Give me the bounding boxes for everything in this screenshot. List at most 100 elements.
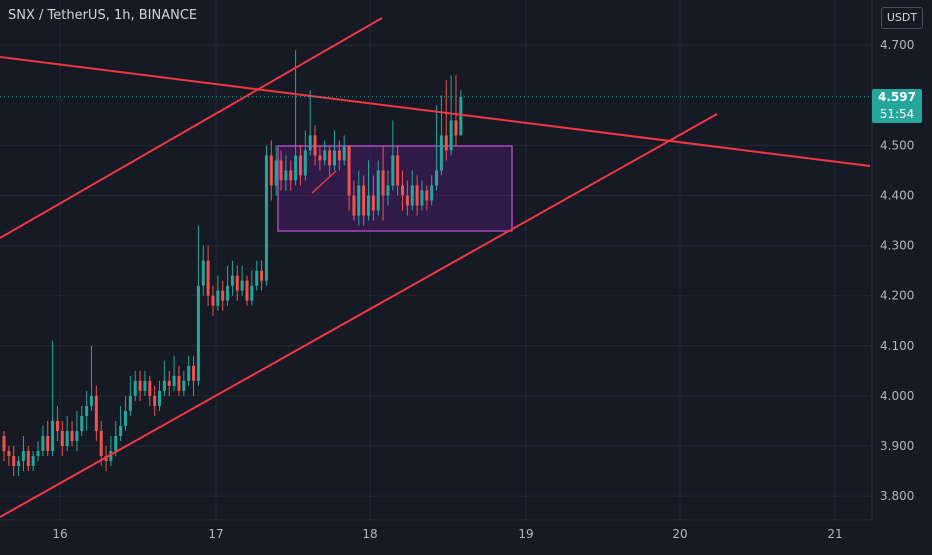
candle-body bbox=[415, 185, 419, 206]
price-tick-label: 4.300 bbox=[880, 239, 914, 253]
price-tick-label: 4.400 bbox=[880, 189, 914, 203]
current-price-tag: 4.597 51:54 bbox=[872, 89, 922, 123]
consolidation-box bbox=[277, 145, 513, 232]
candle-body bbox=[308, 135, 312, 151]
candle-body bbox=[352, 195, 356, 216]
candle-body bbox=[255, 270, 259, 286]
candle-body bbox=[347, 145, 351, 196]
candle-body bbox=[313, 135, 317, 156]
candle-body bbox=[75, 430, 79, 441]
candle-body bbox=[99, 430, 103, 457]
candle-body bbox=[449, 120, 453, 151]
candle-body bbox=[55, 420, 59, 431]
candle-body bbox=[420, 190, 424, 206]
time-tick-label: 19 bbox=[518, 527, 533, 541]
candle-body bbox=[85, 405, 89, 416]
candle-body bbox=[245, 280, 249, 301]
candle-body bbox=[235, 275, 239, 291]
candle-body bbox=[2, 435, 6, 452]
candle-body bbox=[337, 150, 341, 161]
candle-body bbox=[357, 185, 361, 216]
candle-body bbox=[177, 375, 181, 391]
candle-body bbox=[196, 285, 200, 381]
candle-body bbox=[36, 451, 40, 457]
candle-body bbox=[284, 170, 288, 181]
candle-body bbox=[182, 380, 186, 391]
candle-body bbox=[201, 260, 205, 286]
candle-body bbox=[260, 270, 264, 281]
symbol-title: SNX / TetherUS, 1h, BINANCE bbox=[8, 8, 198, 23]
candle-body bbox=[128, 395, 132, 411]
time-tick-label: 21 bbox=[827, 527, 842, 541]
candle-body bbox=[80, 415, 84, 431]
candle-body bbox=[230, 275, 234, 286]
candle-body bbox=[46, 435, 50, 452]
candle-body bbox=[109, 451, 113, 462]
candle-body bbox=[26, 451, 30, 467]
resistance-line bbox=[0, 56, 871, 167]
candle-body bbox=[328, 150, 332, 166]
candle-body bbox=[401, 185, 405, 196]
candle-body bbox=[31, 456, 35, 467]
candle-body bbox=[323, 150, 327, 161]
candle-body bbox=[444, 135, 448, 151]
candle-body bbox=[206, 260, 210, 296]
candle-body bbox=[396, 155, 400, 186]
upper-channel-line bbox=[0, 17, 383, 239]
candle-body bbox=[148, 380, 152, 396]
candle-body bbox=[279, 160, 283, 181]
candle-body bbox=[172, 375, 176, 386]
candle-body bbox=[221, 290, 225, 301]
price-tick-label: 3.800 bbox=[880, 489, 914, 503]
candle-body bbox=[367, 195, 370, 216]
candle-body bbox=[269, 155, 273, 186]
candle-body bbox=[454, 120, 458, 136]
candle-body bbox=[114, 435, 118, 452]
candle-body bbox=[362, 185, 366, 216]
current-price: 4.597 bbox=[878, 90, 916, 104]
candle-body bbox=[12, 456, 16, 467]
candle-body bbox=[435, 170, 439, 186]
time-tick-label: 16 bbox=[52, 527, 67, 541]
candle-body bbox=[138, 380, 142, 391]
candle-body bbox=[376, 170, 380, 211]
candle-body bbox=[371, 195, 375, 211]
price-tick-label: 3.900 bbox=[880, 439, 914, 453]
candle-body bbox=[391, 155, 395, 186]
candle-body bbox=[318, 155, 322, 161]
candle-body bbox=[430, 185, 434, 201]
price-tick-label: 4.100 bbox=[880, 339, 914, 353]
candle-body bbox=[386, 185, 390, 196]
candle-body bbox=[124, 410, 127, 426]
candle-body bbox=[274, 160, 278, 186]
candle-body bbox=[133, 380, 137, 396]
candle-body bbox=[289, 170, 293, 181]
time-tick-label: 17 bbox=[208, 527, 223, 541]
time-tick-label: 18 bbox=[362, 527, 377, 541]
candle-body bbox=[332, 150, 336, 166]
candle-body bbox=[410, 185, 414, 206]
candle-body bbox=[7, 451, 11, 457]
candle-body bbox=[439, 135, 443, 171]
candle-body bbox=[226, 285, 230, 301]
price-tick-label: 4.200 bbox=[880, 289, 914, 303]
candle-body bbox=[381, 170, 385, 196]
candle-body bbox=[119, 425, 123, 436]
candle-body bbox=[294, 155, 298, 181]
candle-body bbox=[216, 290, 220, 306]
candle-body bbox=[425, 190, 429, 201]
support-line bbox=[0, 113, 718, 518]
candle-body bbox=[167, 380, 171, 386]
candle-body bbox=[65, 430, 69, 446]
currency-label[interactable]: USDT bbox=[881, 7, 923, 29]
price-tick-label: 4.700 bbox=[880, 38, 914, 52]
candle-body bbox=[60, 430, 64, 446]
candle-body bbox=[162, 380, 166, 391]
candle-body bbox=[298, 155, 302, 176]
countdown-timer: 51:54 bbox=[879, 107, 915, 121]
price-tick-label: 4.000 bbox=[880, 389, 914, 403]
candle-body bbox=[94, 395, 98, 431]
candle-body bbox=[211, 295, 215, 306]
